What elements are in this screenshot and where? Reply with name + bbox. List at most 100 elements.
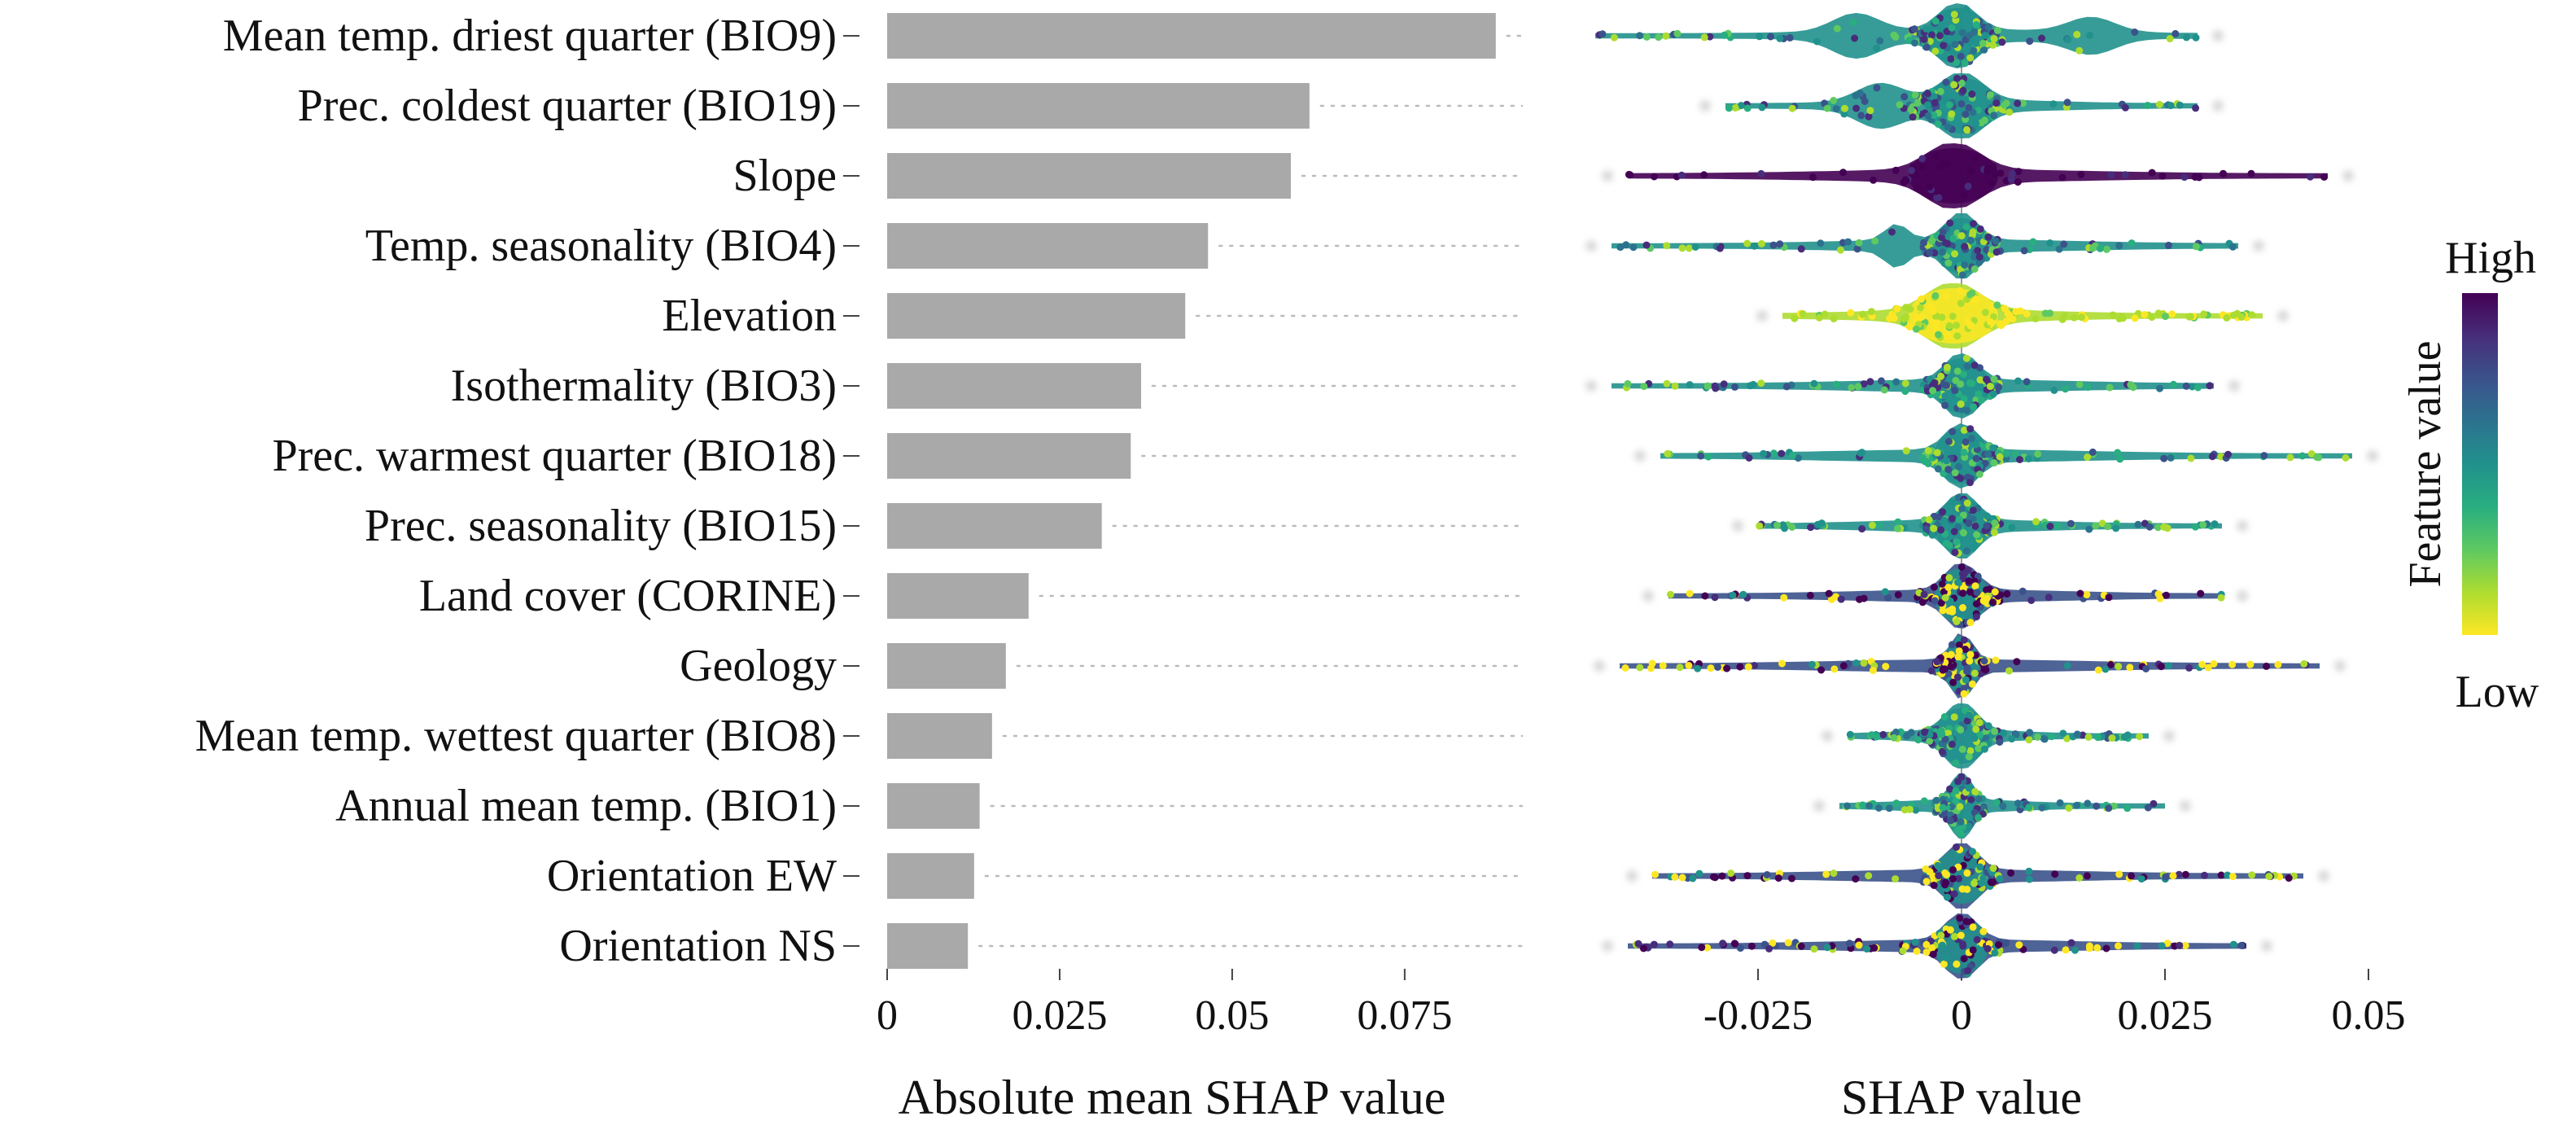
swarm-point (2084, 383, 2092, 392)
swarm-point (2073, 30, 2081, 38)
swarm-point (1951, 250, 1959, 258)
swarm-point (1993, 26, 2001, 34)
swarm-point (1739, 590, 1747, 598)
swarm-point (2228, 243, 2237, 251)
swarm-point (1902, 177, 1910, 185)
swarm-point (2102, 944, 2110, 952)
swarm-point (1922, 43, 1931, 51)
swarm-point (1966, 657, 1974, 665)
swarm-point (1900, 806, 1909, 814)
swarm-point (1966, 167, 1975, 175)
swarm-point (1974, 247, 1982, 255)
swarm-point (2014, 799, 2022, 808)
swarm-point (1870, 944, 1878, 952)
swarm-point (2007, 175, 2015, 183)
swarm-point (1997, 169, 2005, 177)
swarm-point (1901, 388, 1909, 396)
swarm-point (1894, 524, 1901, 532)
swarm-point (1845, 939, 1853, 948)
swarm-point (1881, 588, 1889, 596)
feature-label: Geology (680, 641, 837, 691)
swarm-point (1947, 663, 1955, 671)
swarm-point (1865, 802, 1874, 810)
swarm-point (1953, 843, 1960, 852)
swarm-point (1655, 33, 1663, 42)
swarm-point (2008, 735, 2016, 743)
swarm-point (1953, 960, 1961, 968)
legend-title: Feature value (2400, 340, 2451, 587)
swarm-point (1784, 939, 1792, 947)
swarm-point (1944, 893, 1951, 901)
swarm-point (1962, 223, 1970, 231)
swarm-point (1981, 459, 1989, 467)
swarm-point (1902, 447, 1910, 455)
swarm-point (1942, 78, 1950, 86)
swarm-point (1936, 87, 1944, 95)
swarm-point (1984, 722, 1992, 730)
swarm-outlier (1634, 450, 1646, 462)
swarm-point (1978, 396, 1986, 404)
swarm-point (1953, 618, 1961, 625)
swarm-point (1943, 457, 1951, 465)
swarm-point (1848, 383, 1856, 392)
swarm-point (1736, 944, 1744, 952)
swarm-point (1957, 931, 1965, 939)
swarm-point (1979, 874, 1988, 882)
swarm-point (1870, 176, 1878, 184)
swarm-point (1992, 237, 2000, 245)
feature-label: Orientation NS (559, 921, 837, 971)
swarm-point (2038, 804, 2046, 812)
swarm-point (1662, 32, 1670, 40)
bar (887, 573, 1029, 619)
swarm-point (2185, 663, 2193, 672)
swarm-point (2049, 100, 2058, 108)
swarm-outlier (1585, 380, 1597, 392)
swarm-point (2088, 244, 2097, 252)
swarm-point (1634, 939, 1642, 948)
swarm-point (1857, 112, 1865, 120)
swarm-point (1920, 239, 1927, 247)
swarm-point (2053, 522, 2062, 530)
swarm-point (1953, 826, 1962, 834)
swarm-point (1966, 54, 1975, 62)
swarm-point (2182, 382, 2190, 390)
swarm-point (1963, 406, 1971, 414)
swarm-point (2157, 663, 2165, 671)
swarm-point (1686, 589, 1694, 598)
swarm-point (2067, 939, 2075, 947)
swarm-point (1960, 690, 1968, 698)
swarm-point (1957, 52, 1965, 60)
swarm-point (2137, 875, 2145, 883)
swarm-point (2084, 733, 2093, 741)
swarm-point (2274, 660, 2282, 668)
swarm-point (1941, 392, 1949, 400)
swarm-point (1938, 580, 1946, 588)
swarm-point (1969, 228, 1977, 236)
swarm-point (1822, 870, 1830, 878)
swarm-point (1960, 190, 1968, 199)
swarm-point (1964, 967, 1972, 974)
swarm-point (2066, 519, 2075, 528)
bar (887, 13, 1496, 59)
swarm-point (2085, 525, 2093, 533)
swarm-point (1938, 747, 1946, 755)
swarm-point (1955, 462, 1963, 471)
swarm-point (1910, 25, 1918, 33)
swarm-point (1756, 33, 1764, 41)
swarm-point (1945, 607, 1953, 615)
swarm-point (1890, 31, 1898, 39)
swarm-point (1780, 593, 1788, 602)
swarm-point (2285, 874, 2293, 882)
swarm-point (1840, 110, 1848, 118)
swarm-point (1942, 292, 1950, 300)
swarm-point (1913, 184, 1921, 192)
swarm-point (1984, 450, 1992, 458)
swarm-point (1673, 29, 1682, 37)
swarm-point (2083, 872, 2091, 880)
swarm-point (1711, 593, 1719, 602)
swarm-point (1703, 382, 1712, 390)
swarm-point (2031, 314, 2040, 322)
swarm-point (1852, 875, 1860, 883)
swarm-point (2092, 522, 2100, 530)
